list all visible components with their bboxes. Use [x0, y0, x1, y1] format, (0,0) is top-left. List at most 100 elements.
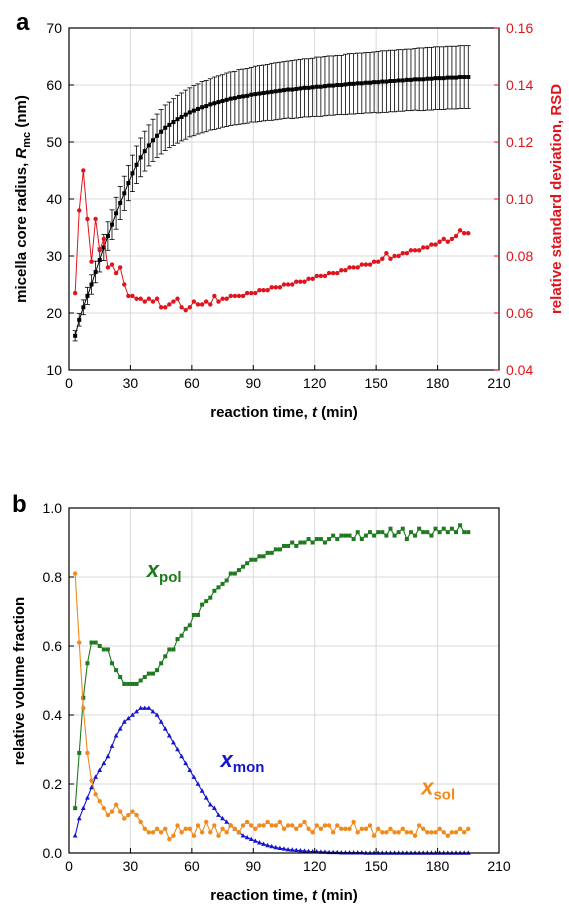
panel-b-x-tick-label: 0: [65, 858, 73, 874]
panel-a-radius-point: [232, 96, 237, 101]
panel-b-pol-point: [351, 537, 356, 542]
panel-b-sol-point: [429, 830, 434, 835]
panel-b-mon-point: [252, 838, 258, 843]
panel-a-rsd-point: [314, 273, 319, 279]
panel-a-rsd-point: [89, 259, 94, 264]
panel-a-rsd-point: [183, 307, 188, 313]
panel-b-sol-point: [203, 819, 209, 825]
panel-a-x-tick-label: 120: [303, 375, 327, 391]
panel-b-sol-point: [359, 826, 365, 832]
panel-b-pol-point: [384, 533, 389, 538]
panel-b-mon-point: [162, 726, 168, 731]
panel-a-x-tick-label: 0: [65, 375, 73, 391]
panel-b-sol-point: [294, 826, 299, 832]
panel-b-sol-point: [400, 826, 405, 832]
panel-a-rsd-point: [285, 282, 291, 287]
panel-b-pol-point: [228, 571, 233, 576]
panel-a-rsd-point: [339, 268, 344, 273]
panel-b-pol-point: [155, 668, 160, 673]
panel-a-rsd-point: [85, 216, 90, 222]
panel-a-radius-point: [355, 81, 360, 86]
panel-b-sol-point: [339, 826, 344, 832]
panel-a-radius-point: [277, 88, 282, 93]
panel-b-mon-point: [195, 781, 201, 786]
panel-b-sol-point: [457, 826, 463, 832]
panel-b-mon-point: [166, 733, 172, 738]
panel-b-mon-point: [134, 708, 139, 714]
panel-b-sol-point: [257, 823, 262, 828]
panel-a-rsd-point: [113, 270, 119, 276]
panel-b-pol-point: [257, 554, 262, 559]
panel-b-pol-point: [93, 640, 98, 645]
panel-b-mon-point: [130, 712, 135, 717]
panel-b-sol-point: [330, 830, 336, 835]
panel-a-radius-point: [441, 76, 446, 81]
panel-a-radius-point: [146, 143, 151, 148]
panel-a-radius-point: [425, 76, 430, 81]
panel-b-pol-point: [216, 585, 221, 590]
panel-b-pol-point: [392, 533, 397, 538]
panel-b-sol-point: [408, 830, 414, 835]
panel-a-radius-point: [282, 88, 286, 93]
panel-a-radius-point: [445, 75, 450, 80]
panel-a-rsd-point: [298, 279, 303, 284]
panel-b-pol-point: [310, 540, 315, 545]
panel-a-rsd-point: [105, 265, 111, 270]
panel-b-mon-point: [187, 767, 193, 772]
panel-b-mon-point: [109, 743, 115, 748]
panel-b-sol-point: [150, 830, 156, 835]
panel-a-radius-point: [368, 80, 372, 85]
panel-a-rsd-point: [138, 296, 143, 301]
panel-a-radius-point: [433, 76, 438, 81]
panel-a-rsd-point: [461, 231, 467, 236]
panel-b-sol-point: [343, 826, 348, 832]
panel-b-sol-point: [285, 823, 291, 828]
panel-a-radius-point: [363, 80, 368, 85]
panel-b-mon-point: [93, 774, 99, 779]
panel-b-pol-point: [388, 526, 393, 531]
panel-b-mon-point: [207, 802, 213, 807]
panel-a-rsd-point: [425, 245, 430, 250]
panel-a-rsd-point: [167, 302, 172, 307]
panel-b-pol-point: [220, 581, 225, 586]
panel-b-pol-point: [175, 637, 180, 642]
panel-b-sol-point: [310, 830, 315, 835]
panel-b-pol-point: [322, 540, 327, 545]
panel-b-sol-point: [85, 750, 90, 756]
panel-b-pol-point: [249, 557, 254, 562]
panel-b-pol-point: [466, 530, 471, 535]
panel-a-rsd-point: [437, 239, 442, 244]
panel-b-sol-point: [212, 823, 217, 828]
panel-b-sol-point: [130, 809, 135, 814]
panel-b-mon-point: [310, 849, 316, 854]
panel-a-radius-point: [265, 90, 270, 95]
panel-a-rsd-point: [163, 305, 168, 310]
panel-a-rsd-point: [171, 299, 176, 304]
panel-a-rsd-point: [384, 250, 389, 256]
panel-b-mon-point: [224, 819, 230, 824]
panel-b-pol-point: [224, 578, 229, 583]
panel-b-pol-point: [359, 537, 364, 542]
panel-a-radius-point: [462, 75, 467, 80]
panel-a-radius-point: [138, 155, 143, 160]
panel-a-y2-tick-label: 0.06: [506, 305, 533, 321]
panel-b-sol-point: [326, 823, 332, 828]
panel-b-mon-point: [277, 845, 283, 850]
panel-a-radius-point: [269, 89, 274, 94]
panel-a-y-tick-label: 70: [46, 20, 62, 36]
panel-b-sol-point: [199, 830, 205, 835]
panel-a-y2-tick-label: 0.12: [506, 134, 533, 150]
panel-a-radius-point: [150, 138, 155, 143]
panel-b-y-axis-label: relative volume fraction: [11, 597, 28, 765]
panel-a-y2-tick-label: 0.14: [506, 77, 533, 93]
panel-b-sol-point: [421, 826, 426, 832]
panel-a-rsd-point: [322, 273, 328, 279]
panel-a-rsd-point: [396, 253, 401, 259]
panel-a-y-tick-label: 10: [46, 362, 62, 378]
panel-a-rsd-point: [277, 285, 283, 290]
panel-b-mon-point: [101, 760, 107, 766]
panel-a-radius-point: [81, 305, 86, 310]
panel-b-mon-point: [220, 815, 225, 821]
panel-a-radius-point: [417, 77, 422, 82]
panel-a-rsd-point: [142, 299, 147, 304]
